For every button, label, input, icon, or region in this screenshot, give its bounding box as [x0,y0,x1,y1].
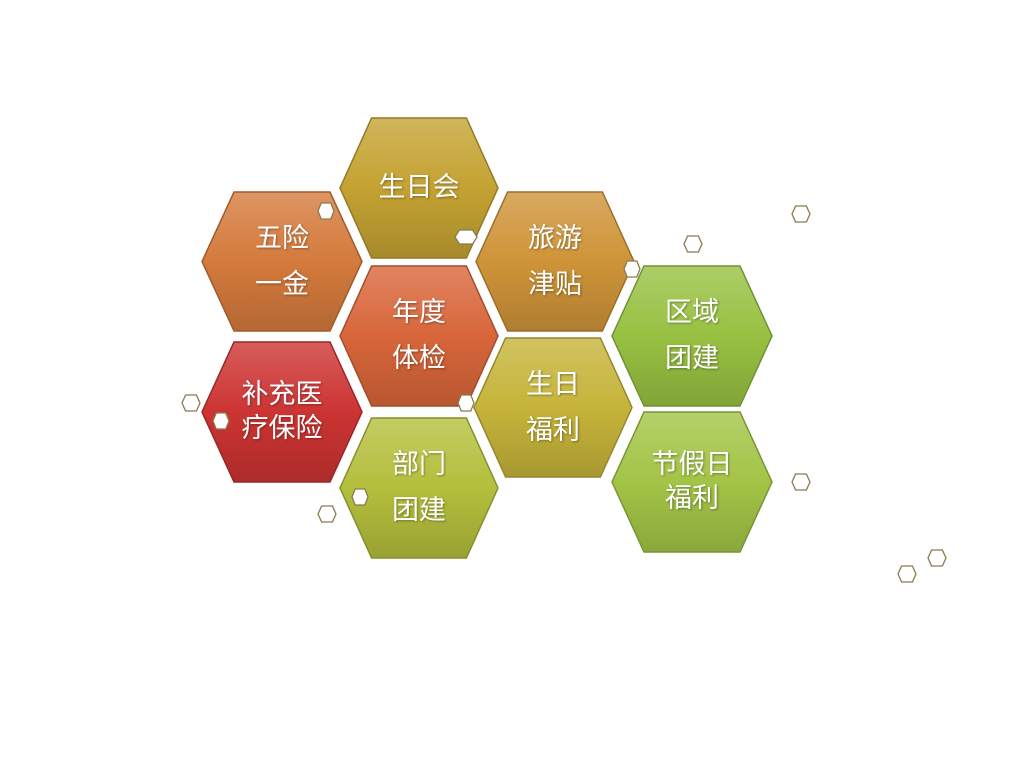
label-line: 津贴 [528,268,582,300]
small-hexagon-decoration [317,202,335,220]
label-line: 节假日 [651,449,733,480]
hexagon-label-jiari: 节假日 福利 [612,412,772,552]
label-line: 区域 [665,297,719,328]
hexagon-lvyou [475,191,635,332]
hexagon-quyu [611,265,773,407]
small-hexagon-decoration [181,394,201,412]
small-hexagon-decoration [927,549,947,567]
small-hexagon-decoration [457,394,475,412]
hexagon-bumen [339,417,499,559]
small-hexagon-decoration [317,505,337,523]
label-line: 补充医 [241,379,323,410]
small-hexagon-decoration [623,260,641,278]
small-hexagon-decoration [212,412,230,430]
hexagon-label-bumen: 部门 团建 [340,418,498,558]
hexagon-shengrihui [339,117,499,259]
hexagon-label-shengrihui: 生日会 [340,118,498,258]
label-line: 一金 [255,268,309,300]
label-line: 福利 [526,414,580,446]
label-line: 年度 [392,297,446,328]
label-line: 部门 [392,449,446,480]
hexagon-label-shengrifuli: 生日 福利 [474,338,632,477]
label-line: 五险 [255,222,309,254]
hexagon-label-quyu: 区域 团建 [612,266,772,406]
hexagon-label-lvyou: 旅游 津贴 [476,192,634,331]
hexagon-jiari [611,411,773,553]
label-line: 福利 [665,483,719,514]
small-hexagon-decoration [683,235,703,253]
small-hexagon-decoration [791,205,811,223]
label-line: 生日会 [378,172,460,203]
label-line: 团建 [665,343,719,374]
small-hexagon-decoration [351,488,369,506]
label-line: 体检 [392,343,446,374]
small-hexagon-decoration [454,229,478,245]
label-line: 旅游 [528,222,582,254]
hexagon-label-wuxian: 五险 一金 [202,192,362,331]
hexagon-label-yiliao: 补充医 疗保险 [202,342,362,482]
label-line: 生日 [526,368,580,400]
hexagon-yiliao [201,341,363,483]
small-hexagon-decoration [897,565,917,583]
small-hexagon-decoration [791,473,811,491]
hexagon-shengrifuli [473,337,633,478]
hexagon-wuxian [201,191,363,332]
hexagon-label-tijian: 年度 体检 [340,266,498,406]
label-line: 疗保险 [241,413,323,444]
label-line: 团建 [392,495,446,526]
